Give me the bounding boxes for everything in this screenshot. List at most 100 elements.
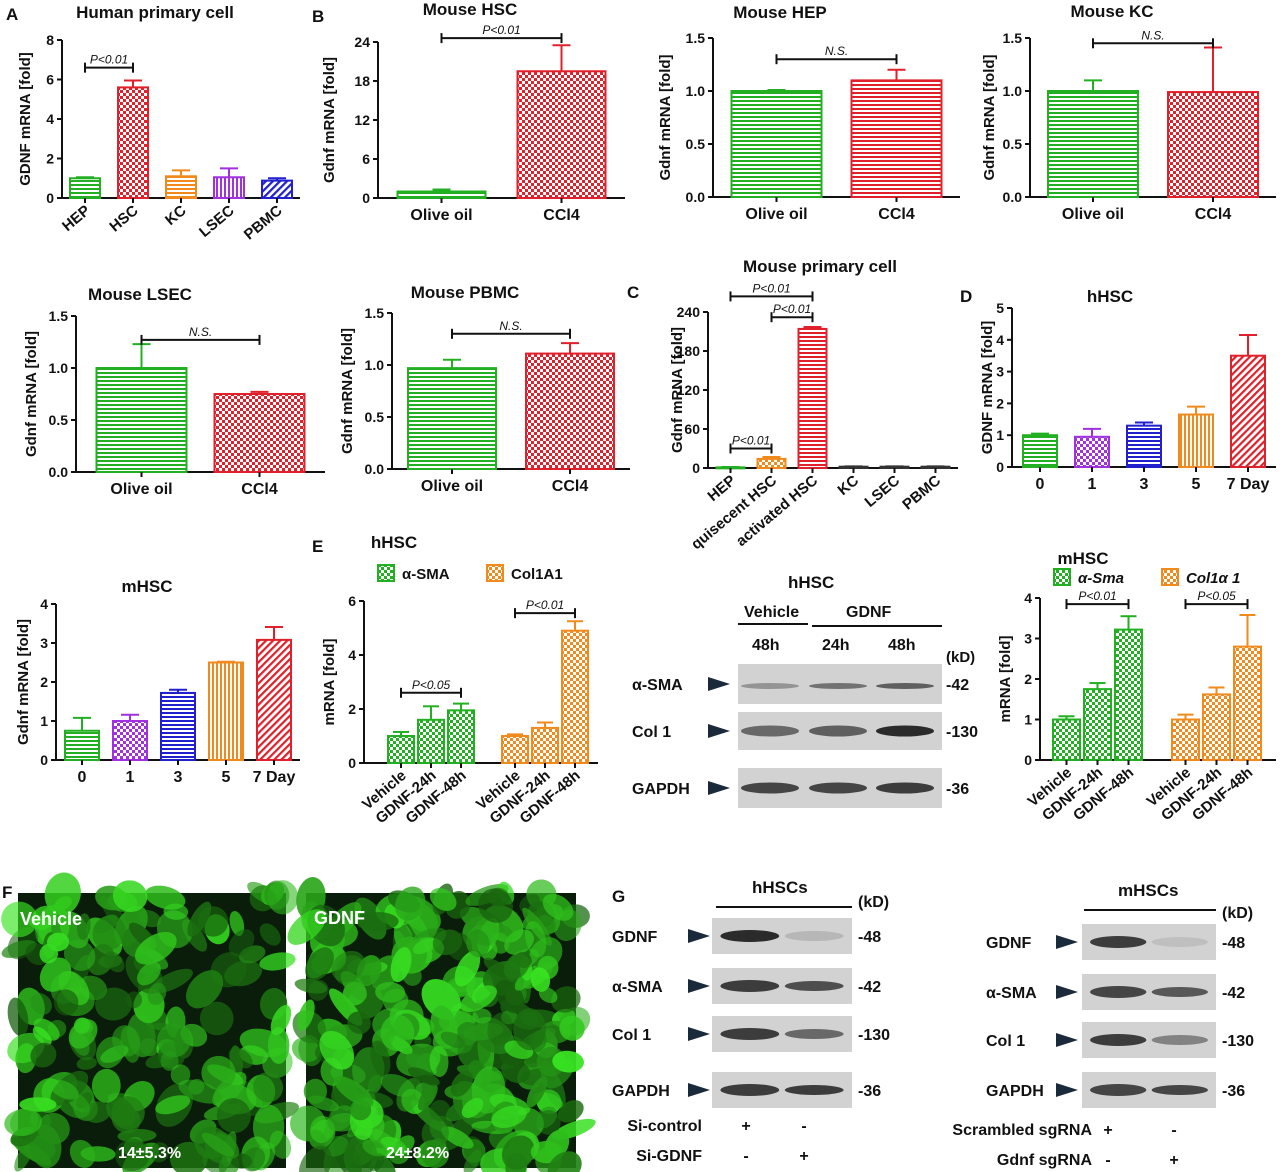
cell-blob bbox=[552, 1050, 584, 1073]
cell-blob bbox=[138, 910, 162, 928]
y-tick-label: 4 bbox=[46, 111, 54, 127]
y-tick-label: 180 bbox=[677, 343, 701, 359]
legend-swatch bbox=[486, 564, 504, 582]
cell-blob bbox=[405, 1053, 437, 1076]
blot-band bbox=[720, 1028, 780, 1040]
significance-label: P<0.01 bbox=[482, 23, 520, 37]
cell-blob bbox=[380, 1073, 415, 1097]
cell-blob bbox=[287, 909, 327, 945]
cell-blob bbox=[199, 1001, 234, 1036]
y-tick-label: 1.0 bbox=[49, 360, 69, 376]
y-tick-label: 0.0 bbox=[686, 189, 706, 205]
blot-e-time-3: 48h bbox=[888, 637, 916, 654]
x-tick-label: 5 bbox=[1192, 476, 1201, 493]
blot-e-kd: -42 bbox=[946, 677, 969, 694]
bar bbox=[69, 177, 101, 199]
blot-g-condition-label: Si-GDNF bbox=[636, 1148, 702, 1165]
y-axis-label: Gdnf mRNA [fold] bbox=[15, 619, 32, 745]
blot-band bbox=[876, 725, 934, 737]
x-tick-label: Olive oil bbox=[410, 207, 472, 224]
blot-g-bands: GDNF -48 α-SMA -42 Col 1 -130 GAPDH -36 Si-contr… bbox=[612, 918, 1254, 1169]
blot-band bbox=[741, 782, 799, 794]
bar bbox=[1233, 645, 1262, 761]
cell-blob bbox=[187, 901, 212, 937]
x-tick-label: CCl4 bbox=[543, 207, 580, 224]
y-tick-label: 0 bbox=[348, 755, 356, 771]
arrowhead-icon bbox=[688, 1083, 710, 1097]
cell-blob bbox=[542, 893, 574, 921]
cell-blob bbox=[27, 915, 49, 931]
significance-label: N.S. bbox=[825, 44, 848, 58]
cell-blob bbox=[53, 989, 79, 1016]
cell-blob bbox=[547, 1151, 582, 1172]
cell-blob bbox=[224, 960, 262, 987]
x-tick-label: HEP bbox=[705, 472, 740, 505]
fluorescence-vehicle bbox=[1, 872, 299, 1172]
bar bbox=[1052, 718, 1081, 761]
cell-blob bbox=[76, 913, 91, 940]
blot-band bbox=[876, 683, 934, 689]
chart-title: Mouse HEP bbox=[733, 3, 827, 22]
bar bbox=[797, 327, 828, 469]
cell-blob bbox=[534, 1106, 558, 1129]
arrowhead-icon bbox=[688, 979, 710, 993]
legend-swatch bbox=[1053, 568, 1071, 586]
y-tick-label: 4 bbox=[348, 647, 356, 663]
chart-title: mHSC bbox=[121, 577, 172, 596]
arrowhead-icon bbox=[708, 677, 730, 691]
legend-swatch bbox=[377, 564, 395, 582]
cell-blob bbox=[147, 982, 167, 1005]
cell-blob bbox=[262, 1047, 293, 1078]
x-tick-label: Olive oil bbox=[745, 206, 807, 223]
x-tick-label: LSEC bbox=[196, 202, 238, 241]
blot-g-condition-label: Gdnf sgRNA bbox=[997, 1152, 1093, 1169]
x-tick-label: 3 bbox=[174, 769, 183, 786]
cell-blob bbox=[305, 947, 334, 981]
significance-label: P<0.01 bbox=[90, 53, 128, 67]
blot-g-kd: -130 bbox=[858, 1027, 890, 1044]
blot-g-kd: -36 bbox=[1222, 1083, 1245, 1100]
x-tick-label: PBMC bbox=[241, 202, 286, 244]
bar bbox=[1230, 354, 1266, 469]
y-axis-label: Gdnf mRNA [fold] bbox=[657, 54, 674, 180]
cell-blob bbox=[538, 987, 558, 1004]
cell-blob bbox=[441, 1126, 474, 1149]
x-tick-label: 5 bbox=[222, 769, 231, 786]
chart-title: Mouse LSEC bbox=[88, 285, 192, 304]
cell-blob bbox=[163, 903, 189, 920]
cell-blob bbox=[333, 1076, 374, 1107]
cell-blob bbox=[7, 997, 29, 1037]
y-tick-label: 1.0 bbox=[1003, 83, 1023, 99]
y-tick-label: 3 bbox=[40, 635, 48, 651]
bar bbox=[261, 179, 293, 199]
cell-blob bbox=[298, 1145, 332, 1172]
blot-g2-title: mHSCs bbox=[1118, 881, 1178, 900]
y-tick-label: 0.0 bbox=[49, 464, 69, 480]
cell-blob bbox=[259, 923, 281, 946]
y-tick-label: 3 bbox=[996, 364, 1004, 380]
cell-blob bbox=[49, 1079, 79, 1100]
cell-blob bbox=[111, 1096, 145, 1130]
fluor-gdnf-label: GDNF bbox=[314, 908, 365, 928]
y-axis-label: Gdnf mRNA [fold] bbox=[321, 57, 338, 183]
western-blot-g-human: hHSCs (kD) bbox=[716, 878, 889, 911]
cell-blob bbox=[407, 1067, 440, 1086]
y-tick-label: 0 bbox=[996, 459, 1004, 475]
arrowhead-icon bbox=[1056, 935, 1078, 949]
blot-band bbox=[720, 1084, 780, 1096]
bar bbox=[1167, 91, 1259, 198]
y-tick-label: 2 bbox=[1024, 671, 1032, 687]
blot-band bbox=[1151, 987, 1208, 997]
y-tick-label: 1 bbox=[1024, 712, 1032, 728]
cell-blob bbox=[503, 953, 530, 980]
cell-blob bbox=[331, 950, 366, 983]
cell-blob bbox=[551, 986, 581, 1013]
cell-blob bbox=[297, 999, 315, 1031]
cell-blob bbox=[267, 880, 299, 915]
cell-blob bbox=[319, 1030, 355, 1070]
cell-blob bbox=[76, 1056, 98, 1070]
significance-label: N.S. bbox=[189, 325, 212, 339]
cell-blob bbox=[216, 1098, 251, 1134]
